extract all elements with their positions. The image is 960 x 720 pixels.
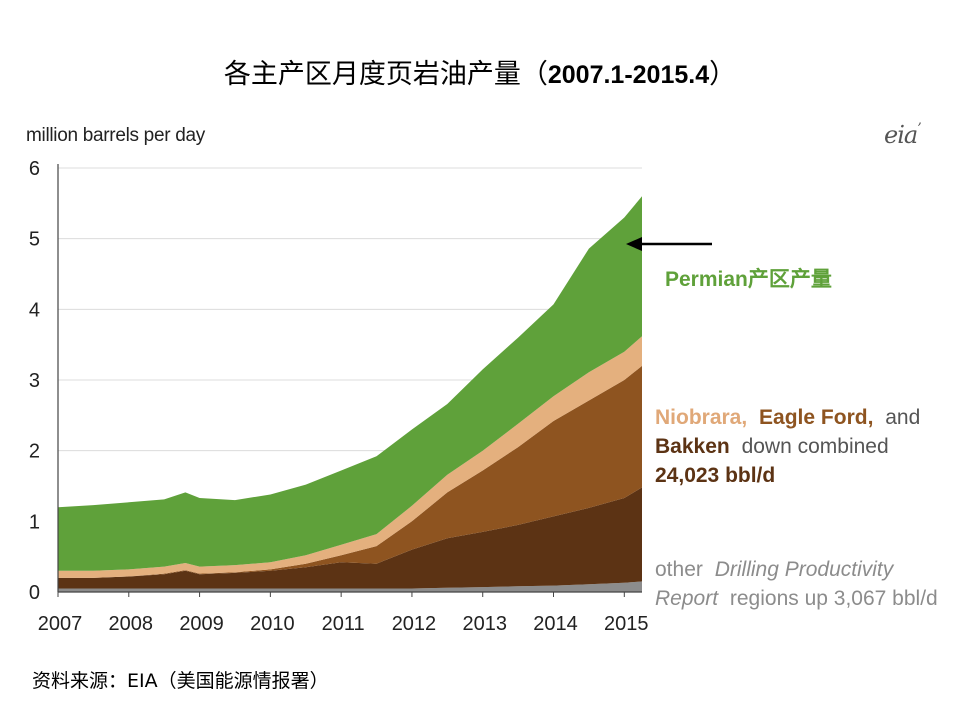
chart-title-close: ） xyxy=(709,59,737,90)
down-combined-label: down combined xyxy=(742,435,889,458)
other-label: other xyxy=(655,558,703,581)
other-regions-line-2: Report regions up 3,067 bbl/d xyxy=(655,587,938,610)
y-tick-label-5: 5 xyxy=(29,229,40,251)
x-tick-label-2011: 2011 xyxy=(322,613,365,635)
eia-logo-mark: ’ xyxy=(917,121,922,137)
y-tick-label-2: 2 xyxy=(29,441,40,463)
x-tick-label-2014: 2014 xyxy=(533,613,578,635)
x-tick-label-2010: 2010 xyxy=(250,613,295,635)
y-tick-label-4: 4 xyxy=(29,299,40,321)
bakken-label: Bakken xyxy=(655,435,730,458)
x-tick-label-2012: 2012 xyxy=(392,613,437,635)
report-label: Report xyxy=(655,587,719,610)
bakken-value-label: 24,023 bbl/d xyxy=(655,464,775,487)
y-tick-label-1: 1 xyxy=(29,511,40,533)
x-tick-labels: 2007 2008 2009 2010 2011 2012 2013 2014 2015 xyxy=(38,592,649,635)
regions-up-label: regions up 3,067 bbl/d xyxy=(730,587,938,610)
area-eagle-ford xyxy=(58,365,642,578)
area-permian xyxy=(58,196,642,571)
and-label: and xyxy=(885,406,920,429)
permian-label: Permian产区产量 xyxy=(665,267,832,291)
bakken-line: Bakken down combined xyxy=(655,435,889,458)
y-tick-label-6: 6 xyxy=(29,158,40,180)
y-tick-labels: 0 1 2 3 4 5 6 xyxy=(29,158,40,604)
area-series-group xyxy=(58,196,642,592)
eia-logo-text: eia xyxy=(884,121,918,149)
source-note: 资料来源：EIA（美国能源情报署） xyxy=(32,670,329,692)
y-tick-label-3: 3 xyxy=(29,370,40,392)
x-tick-label-2009: 2009 xyxy=(179,613,224,635)
x-tick-label-2007: 2007 xyxy=(38,613,83,635)
chart-title-range: 2007.1-2015.4 xyxy=(547,61,710,89)
eagle-ford-label: Eagle Ford, xyxy=(759,406,873,429)
chart-title-main: 各主产区月度页岩油产量（ xyxy=(223,59,548,90)
area-bakken xyxy=(58,487,642,589)
eia-logo: eia’ xyxy=(884,121,922,149)
drilling-productivity-label: Drilling Productivity xyxy=(715,558,895,581)
x-tick-label-2013: 2013 xyxy=(462,613,507,635)
area-other-drilling-productivity-report-regions xyxy=(58,581,642,592)
niobrara-label: Niobrara, xyxy=(655,406,747,429)
permian-arrow xyxy=(626,237,712,251)
y-tick-label-0: 0 xyxy=(29,582,40,604)
x-tick-label-2015: 2015 xyxy=(604,613,649,635)
y-axis-unit-label: million barrels per day xyxy=(26,125,205,146)
niobrara-eagleford-label: Niobrara, Eagle Ford, and xyxy=(655,406,920,429)
other-regions-line-1: other Drilling Productivity xyxy=(655,558,895,581)
axes xyxy=(57,164,642,593)
chart-title: 各主产区月度页岩油产量（2007.1-2015.4） xyxy=(0,52,960,91)
x-tick-label-2008: 2008 xyxy=(109,613,154,635)
